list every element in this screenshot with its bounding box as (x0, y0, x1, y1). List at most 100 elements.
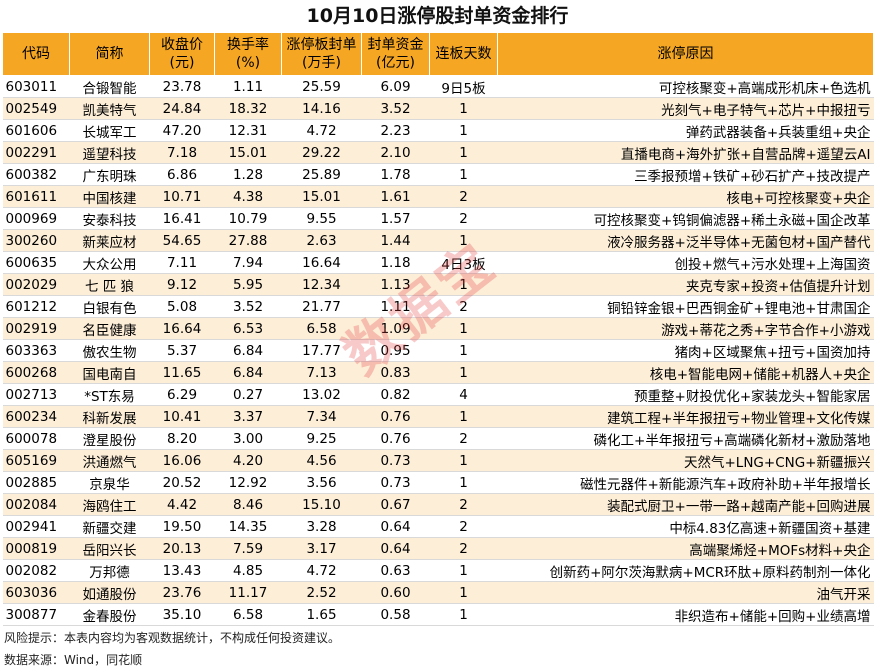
cell-close: 13.43 (149, 559, 215, 582)
cell-code: 300877 (2, 603, 70, 626)
cell-reason: 建筑工程+半年报扭亏+物业管理+文化传媒 (497, 405, 874, 428)
cell-seal-amt: 1.18 (361, 251, 430, 274)
col-header-seal-amt: 封单资金 (亿元) (361, 32, 430, 76)
cell-seal-vol: 15.01 (281, 185, 362, 208)
table-row: 603011 合锻智能 23.78 1.11 25.59 6.09 9日5板 可控核聚变+高端… (2, 75, 874, 98)
cell-close: 6.86 (149, 163, 215, 186)
cell-name: 中国核建 (69, 185, 150, 208)
cell-turnover: 4.20 (214, 449, 282, 472)
cell-name: 海鸥住工 (69, 493, 150, 516)
col-header-seal-vol: 涨停板封单 (万手) (281, 32, 362, 76)
cell-turnover: 11.17 (214, 581, 282, 604)
cell-close: 5.08 (149, 295, 215, 318)
col-header-turnover: 换手率 (%) (214, 32, 282, 76)
cell-name: 凯美特气 (69, 97, 150, 120)
cell-close: 23.76 (149, 581, 215, 604)
cell-turnover: 10.79 (214, 207, 282, 230)
cell-name: 遥望科技 (69, 141, 150, 164)
cell-code: 002713 (2, 383, 70, 406)
cell-seal-amt: 0.82 (361, 383, 430, 406)
cell-reason: 直播电商+海外扩张+自营品牌+遥望云AI (497, 141, 874, 164)
cell-close: 24.84 (149, 97, 215, 120)
cell-turnover: 12.31 (214, 119, 282, 142)
cell-code: 603011 (2, 75, 70, 98)
cell-seal-vol: 29.22 (281, 141, 362, 164)
cell-days: 4日3板 (429, 251, 498, 274)
cell-days: 1 (429, 361, 498, 384)
cell-days: 1 (429, 317, 498, 340)
cell-code: 600078 (2, 427, 70, 450)
cell-name: 大众公用 (69, 251, 150, 274)
cell-seal-vol: 3.17 (281, 537, 362, 560)
table-row: 300877 金春股份 35.10 6.58 1.65 0.58 1 非织造布+储能+回购+业… (2, 603, 874, 626)
cell-days: 1 (429, 559, 498, 582)
cell-seal-amt: 1.13 (361, 273, 430, 296)
cell-days: 2 (429, 537, 498, 560)
cell-close: 4.42 (149, 493, 215, 516)
cell-seal-vol: 21.77 (281, 295, 362, 318)
cell-seal-vol: 4.56 (281, 449, 362, 472)
table-row: 601611 中国核建 10.71 4.38 15.01 1.61 2 核电+可控核聚变+央企 (2, 185, 874, 208)
cell-days: 4 (429, 383, 498, 406)
cell-code: 603036 (2, 581, 70, 604)
page-title: 10月10日涨停股封单资金排行 (0, 0, 875, 32)
col-header-seal-amt-line1: 封单资金 (367, 37, 424, 53)
table-row: 002713 *ST东易 6.29 0.27 13.02 0.82 4 预重整+财投优化+家装… (2, 383, 874, 406)
cell-days: 2 (429, 427, 498, 450)
cell-turnover: 4.85 (214, 559, 282, 582)
table-row: 601606 长城军工 47.20 12.31 4.72 2.23 1 弹药武器装备+兵装重组… (2, 119, 874, 142)
table-row: 002885 京泉华 20.52 12.92 3.56 0.73 1 磁性元器件+新能源汽车+… (2, 471, 874, 494)
cell-name: 安泰科技 (69, 207, 150, 230)
cell-turnover: 7.59 (214, 537, 282, 560)
table-row: 002084 海鸥住工 4.42 8.46 15.10 0.67 2 装配式厨卫+一带一路+越… (2, 493, 874, 516)
cell-name: 长城军工 (69, 119, 150, 142)
cell-reason: 装配式厨卫+一带一路+越南产能+回购进展 (497, 493, 874, 516)
cell-turnover: 3.52 (214, 295, 282, 318)
cell-close: 16.64 (149, 317, 215, 340)
cell-code: 002549 (2, 97, 70, 120)
cell-code: 300260 (2, 229, 70, 252)
cell-seal-amt: 0.76 (361, 405, 430, 428)
cell-code: 600234 (2, 405, 70, 428)
cell-seal-vol: 4.72 (281, 559, 362, 582)
cell-close: 54.65 (149, 229, 215, 252)
cell-seal-vol: 2.63 (281, 229, 362, 252)
cell-code: 002082 (2, 559, 70, 582)
cell-seal-vol: 1.65 (281, 603, 362, 626)
cell-close: 20.52 (149, 471, 215, 494)
data-source: 数据来源：Wind，同花顺 (4, 653, 143, 667)
cell-seal-amt: 0.67 (361, 493, 430, 516)
cell-seal-vol: 16.64 (281, 251, 362, 274)
col-header-seal-vol-line2: (万手) (302, 55, 341, 71)
cell-days: 9日5板 (429, 75, 498, 98)
cell-seal-amt: 1.78 (361, 163, 430, 186)
cell-seal-amt: 0.63 (361, 559, 430, 582)
table-row: 000819 岳阳兴长 20.13 7.59 3.17 0.64 2 高端聚烯烃+MOFs材料… (2, 537, 874, 560)
table-row: 002291 遥望科技 7.18 15.01 29.22 2.10 1 直播电商+海外扩张+自… (2, 141, 874, 164)
cell-reason: 磁性元器件+新能源汽车+政府补助+半年报增长 (497, 471, 874, 494)
cell-close: 16.06 (149, 449, 215, 472)
cell-seal-amt: 1.61 (361, 185, 430, 208)
cell-name: 七 匹 狼 (69, 273, 150, 296)
cell-name: 合锻智能 (69, 75, 150, 98)
cell-days: 1 (429, 119, 498, 142)
cell-reason: 铜铅锌金银+巴西铜金矿+锂电池+甘肃国企 (497, 295, 874, 318)
cell-name: 科新发展 (69, 405, 150, 428)
cell-seal-amt: 1.09 (361, 317, 430, 340)
table-row: 002919 名臣健康 16.64 6.53 6.58 1.09 1 游戏+蒂花之秀+字节合作… (2, 317, 874, 340)
cell-seal-vol: 7.34 (281, 405, 362, 428)
cell-name: 新疆交建 (69, 515, 150, 538)
cell-turnover: 1.28 (214, 163, 282, 186)
cell-reason: 天然气+LNG+CNG+新疆振兴 (497, 449, 874, 472)
cell-seal-amt: 0.73 (361, 449, 430, 472)
cell-days: 1 (429, 163, 498, 186)
cell-seal-amt: 0.64 (361, 537, 430, 560)
cell-name: 洪通燃气 (69, 449, 150, 472)
cell-close: 9.12 (149, 273, 215, 296)
cell-code: 000969 (2, 207, 70, 230)
cell-seal-amt: 1.11 (361, 295, 430, 318)
cell-days: 1 (429, 603, 498, 626)
cell-days: 1 (429, 141, 498, 164)
cell-turnover: 4.38 (214, 185, 282, 208)
cell-turnover: 6.84 (214, 361, 282, 384)
